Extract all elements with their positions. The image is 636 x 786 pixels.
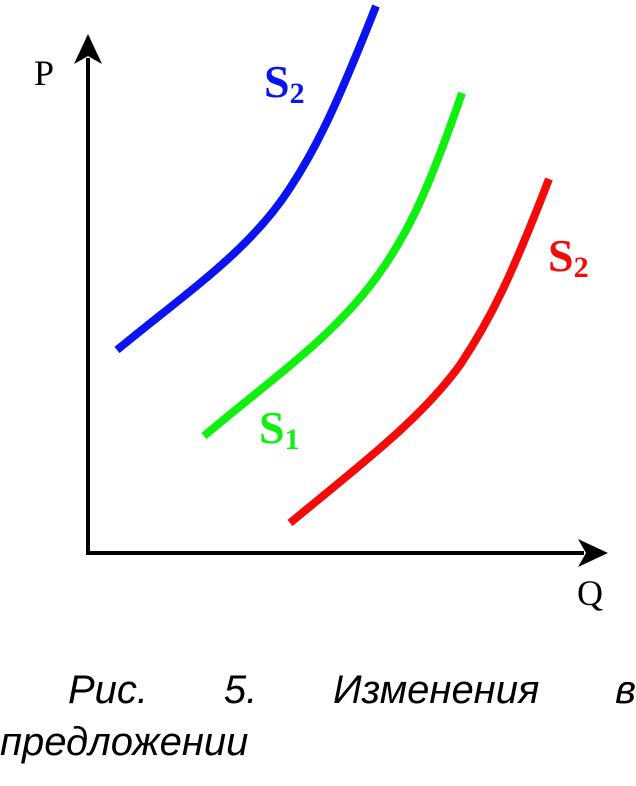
caption-line-1: Рис. 5. Изменения в — [0, 664, 636, 716]
y-axis-label: P — [34, 53, 54, 93]
x-axis-label: Q — [577, 573, 603, 613]
caption-word: Рис. — [68, 668, 149, 712]
caption-word: Изменения — [333, 668, 540, 712]
supply-curve-s1 — [201, 91, 466, 440]
curve-label-s2-left: S2 — [264, 56, 305, 110]
curve-label-s1: S1 — [259, 402, 300, 456]
curve-label-s2-right: S2 — [548, 230, 589, 284]
figure-caption: Рис. 5. Изменения в предложении — [0, 664, 636, 768]
x-axis-arrow — [578, 539, 608, 567]
y-axis-arrow — [74, 34, 102, 64]
supply-curve-s2-right — [287, 177, 553, 527]
caption-word: 5. — [223, 668, 258, 712]
caption-word: в — [615, 668, 636, 712]
caption-line-2: предложении — [0, 720, 249, 764]
supply-shift-diagram: P Q S2 S1 S2 — [34, 4, 608, 613]
supply-curve-s2-left — [114, 4, 380, 354]
